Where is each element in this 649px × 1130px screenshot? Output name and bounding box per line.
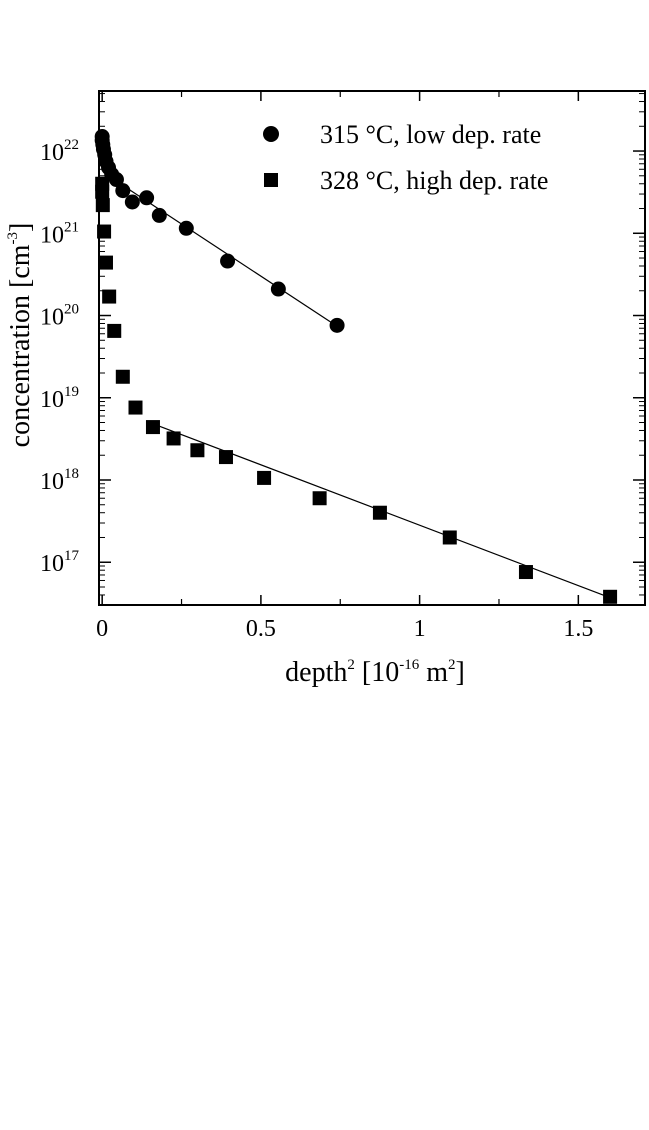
- data-point-series-1: [329, 317, 345, 333]
- data-point-series-2: [257, 470, 272, 485]
- data-point-series-1: [178, 220, 194, 236]
- data-point-series-2: [145, 420, 160, 435]
- data-point-series-2: [128, 400, 143, 415]
- data-point-series-1: [108, 172, 124, 188]
- fit-lines: [127, 188, 611, 599]
- y-tick-label: 1020: [40, 302, 79, 331]
- x-tick-label: 0: [96, 616, 108, 642]
- data-point-series-2: [115, 369, 130, 384]
- x-tick-label: 1.5: [563, 616, 593, 642]
- legend-label-series-2: 328 °C, high dep. rate: [320, 166, 548, 195]
- data-point-series-2: [95, 184, 110, 199]
- legend-marker-series-1: [263, 126, 279, 142]
- y-tick-label: 1022: [40, 137, 79, 166]
- y-tick-label: 1018: [40, 466, 79, 495]
- y-tick-label: 1017: [40, 548, 80, 577]
- axis-labels: depth2 [10-16 m2] concentration [cm-3]: [5, 223, 465, 688]
- data-point-series-2: [166, 431, 181, 446]
- data-point-series-2: [107, 323, 122, 338]
- x-axis-label: depth2 [10-16 m2]: [285, 657, 465, 688]
- data-point-series-2: [97, 224, 112, 239]
- legend: 315 °C, low dep. rate 328 °C, high dep. r…: [263, 120, 548, 195]
- data-point-series-2: [95, 198, 110, 213]
- x-tick-label: 1: [414, 616, 426, 642]
- legend-marker-series-2: [264, 173, 278, 187]
- data-point-series-2: [372, 505, 387, 520]
- data-point-series-1: [151, 207, 167, 223]
- data-point-series-1: [220, 253, 236, 269]
- data-point-series-1: [124, 194, 140, 210]
- data-point-series-1: [139, 190, 155, 206]
- data-point-series-2: [312, 491, 327, 506]
- data-point-series-2: [518, 565, 533, 580]
- data-point-series-2: [442, 530, 457, 545]
- data-point-series-2: [98, 255, 113, 270]
- y-tick-label: 1021: [40, 219, 79, 248]
- data-point-series-2: [218, 450, 233, 465]
- y-tick-label: 1019: [40, 384, 79, 413]
- axis-ticks: 0 0.5 1 1.5 1017 1018 1019 1020 1021 1022: [40, 91, 645, 642]
- legend-label-series-1: 315 °C, low dep. rate: [320, 120, 541, 149]
- data-point-series-1: [270, 281, 286, 297]
- x-tick-label: 0.5: [246, 616, 276, 642]
- data-point-series-2: [102, 289, 117, 304]
- data-markers: [94, 129, 618, 604]
- data-point-series-1: [115, 183, 131, 199]
- data-point-series-2: [190, 443, 205, 458]
- data-point-series-2: [603, 589, 618, 604]
- y-axis-label: concentration [cm-3]: [5, 223, 36, 448]
